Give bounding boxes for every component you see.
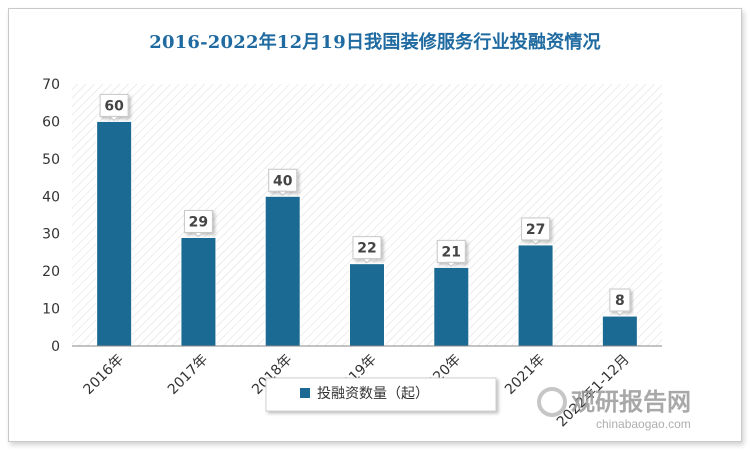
watermark-url: chinabaogao.com	[596, 417, 691, 431]
data-label-pointer	[277, 190, 288, 196]
data-label: 22	[357, 241, 376, 257]
watermark-logo	[537, 387, 567, 417]
y-tick-label: 30	[42, 227, 60, 243]
x-tick-label: 2017年	[165, 352, 211, 398]
y-tick-label: 40	[42, 189, 60, 205]
watermark-brand: 观研报告网	[571, 388, 691, 416]
bar	[601, 315, 638, 347]
data-label: 60	[104, 98, 124, 114]
data-label: 21	[442, 244, 461, 260]
chart-title: 2016-2022年12月19日我国装修服务行业投融资情况	[149, 32, 601, 53]
data-label: 8	[615, 293, 625, 309]
x-tick-label: 2021年	[502, 352, 548, 398]
bar	[264, 195, 301, 347]
bar	[433, 266, 470, 347]
data-label-pointer	[193, 231, 204, 238]
y-tick-label: 20	[42, 264, 60, 280]
legend: 投融资数量（起）	[265, 377, 497, 412]
data-label: 29	[189, 214, 208, 230]
y-tick-label: 60	[42, 114, 60, 130]
data-label: 27	[526, 222, 545, 238]
data-label: 40	[273, 173, 293, 189]
legend-swatch	[300, 388, 310, 398]
bar	[349, 263, 385, 347]
data-label-pointer	[446, 261, 457, 268]
watermark: 观研报告网 chinabaogao.com	[537, 387, 691, 431]
data-label-pointer	[108, 115, 120, 122]
bar	[96, 120, 133, 347]
bar	[180, 236, 217, 347]
y-tick-label: 0	[51, 339, 60, 355]
y-tick-label: 50	[42, 152, 60, 168]
data-label-pointer	[361, 258, 373, 264]
y-tick-label: 70	[42, 77, 60, 93]
bar	[517, 244, 554, 347]
x-tick-label: 2016年	[81, 352, 127, 398]
data-label-pointer	[530, 239, 541, 245]
data-label-pointer	[614, 310, 626, 316]
y-tick-label: 10	[42, 302, 60, 318]
legend-label: 投融资数量（起）	[317, 386, 429, 402]
